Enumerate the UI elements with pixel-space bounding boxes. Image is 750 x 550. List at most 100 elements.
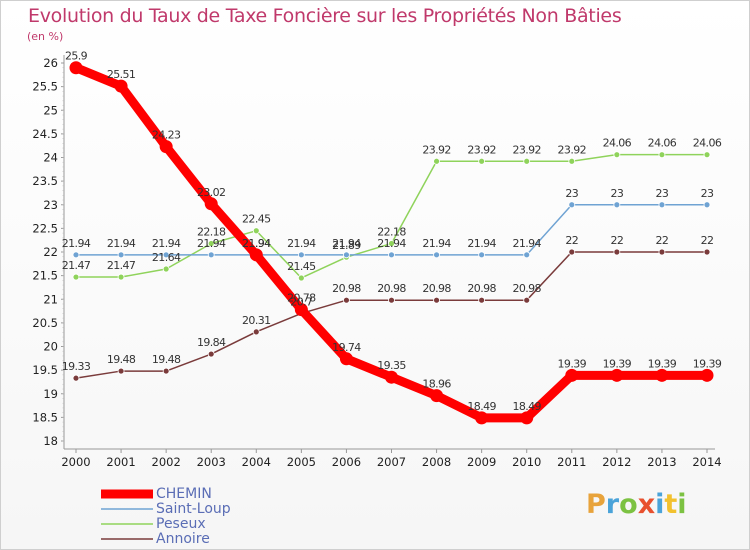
data-point-peseux [252,227,260,235]
data-point-annoire [613,248,621,256]
data-label-annoire: 20.98 [422,282,451,295]
data-label-saint-loup: 21.94 [197,237,226,250]
data-point-saint-loup [207,251,215,259]
chart-title: Evolution du Taux de Taxe Foncière sur l… [28,5,622,27]
y-tick-label: 19.5 [32,363,58,377]
data-label-annoire: 22 [610,234,623,247]
data-point-saint-loup [162,251,170,259]
y-tick-label: 22.5 [32,221,58,235]
data-label-annoire: 20.98 [467,282,496,295]
data-label-chemin: 23.02 [197,186,226,199]
data-label-saint-loup: 23 [656,187,669,200]
data-label-chemin: 19.35 [377,359,406,372]
data-label-saint-loup: 23 [610,187,623,200]
proxiti-logo: Proxiti [586,489,687,520]
data-label-peseux: 23.92 [558,143,587,156]
data-point-chemin [475,411,489,425]
data-label-saint-loup: 21.94 [512,237,541,250]
data-label-annoire: 20.98 [512,282,541,295]
data-label-annoire: 19.33 [62,360,91,373]
x-tick-label: 2005 [287,455,316,469]
data-point-chemin [385,370,398,384]
data-point-annoire [703,248,711,256]
data-point-peseux [613,151,621,159]
data-point-saint-loup [297,251,305,259]
data-label-chemin: 25.9 [65,50,88,63]
data-point-annoire [162,367,170,375]
x-tick-label: 2010 [512,455,541,469]
data-label-chemin: 19.39 [693,357,722,370]
y-tick-label: 23.5 [32,174,58,188]
data-label-saint-loup: 23 [701,187,714,200]
x-tick-label: 2009 [467,455,496,469]
data-label-annoire: 22 [656,234,669,247]
data-label-chemin: 18.96 [422,378,451,391]
data-label-chemin: 21.94 [242,237,271,250]
y-tick-label: 20 [43,340,58,354]
x-tick-label: 2002 [152,455,181,469]
data-label-chemin: 19.39 [558,357,587,370]
unit-label: (en %) [27,30,64,43]
data-point-annoire [478,296,486,304]
data-label-saint-loup: 21.94 [62,237,91,250]
x-tick-label: 2006 [332,455,361,469]
data-point-annoire [207,350,215,358]
data-point-saint-loup [658,201,666,209]
data-point-saint-loup [117,251,125,259]
data-point-chemin [69,61,83,75]
data-point-chemin [204,197,218,211]
data-point-peseux [433,157,440,165]
logo-letter: x [637,489,656,520]
data-label-annoire: 19.84 [197,336,226,349]
data-label-annoire: 22 [565,234,578,247]
data-label-chemin: 24.23 [152,129,181,142]
data-point-saint-loup [613,201,621,209]
data-point-peseux [568,157,576,165]
legend-swatch-saint-loup [101,508,153,510]
y-tick-label: 20.5 [32,316,58,330]
y-tick-label: 24.5 [32,127,58,141]
data-point-annoire [568,248,576,256]
data-label-annoire: 20.31 [242,314,271,327]
y-tick-label: 18.5 [32,410,58,424]
data-label-peseux: 21.47 [62,259,91,272]
data-point-saint-loup [343,251,350,259]
data-label-saint-loup: 21.94 [332,237,361,250]
data-label-saint-loup: 21.94 [242,237,271,250]
data-label-annoire: 19.48 [152,353,181,366]
data-label-annoire: 20.7 [290,295,313,308]
data-point-saint-loup [388,251,395,259]
data-label-annoire: 22 [701,234,714,247]
legend-label-saint-loup: Saint-Loup [156,501,231,517]
data-point-chemin [339,352,353,366]
data-label-chemin: 19.39 [648,357,677,370]
data-label-peseux: 21.45 [287,260,316,273]
data-label-chemin: 25.51 [107,68,136,81]
data-point-saint-loup [568,201,576,209]
x-tick-label: 2004 [242,455,271,469]
logo-letter: i [655,489,665,520]
data-label-peseux: 22.18 [377,225,406,238]
data-point-annoire [252,328,260,336]
data-point-peseux [478,157,486,165]
data-point-peseux [703,151,711,159]
data-point-saint-loup [433,251,440,259]
data-point-chemin [700,368,714,382]
data-label-chemin: 18.49 [512,400,541,413]
data-label-chemin: 19.74 [332,341,361,354]
x-tick-label: 2013 [647,455,676,469]
data-point-annoire [388,296,395,304]
y-tick-label: 21.5 [32,269,58,283]
data-point-peseux [297,274,305,282]
data-point-peseux [207,240,215,247]
x-tick-label: 2001 [106,455,135,469]
data-label-peseux: 22.45 [242,213,271,226]
legend-label-annoire: Annoire [156,531,210,547]
data-label-peseux: 23.92 [512,143,541,156]
logo-letter: r [605,489,620,520]
legend-swatch-chemin [101,489,153,499]
data-point-chemin [520,411,534,425]
data-label-annoire: 20.98 [377,282,406,295]
